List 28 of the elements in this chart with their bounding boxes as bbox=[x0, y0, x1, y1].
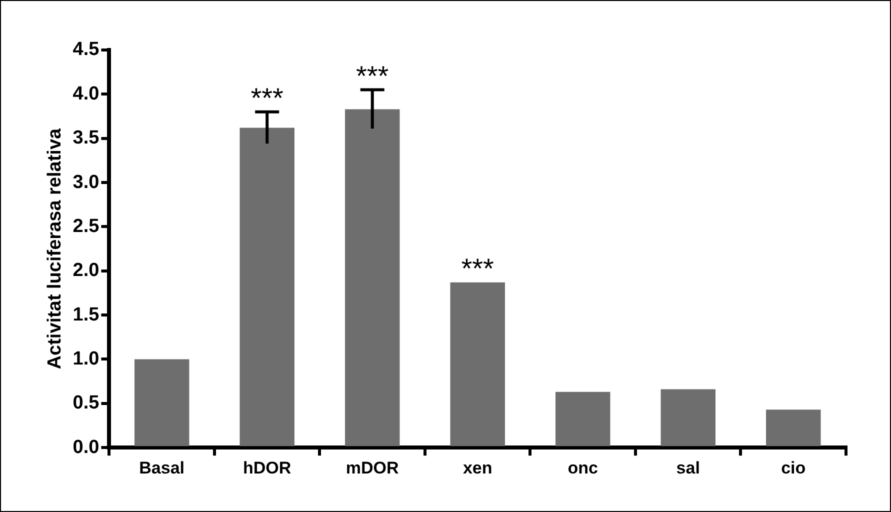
y-tick-label: 4.5 bbox=[72, 39, 100, 60]
y-tick-label: 4.0 bbox=[72, 83, 100, 104]
y-tick-label: 0.0 bbox=[72, 436, 100, 458]
bar bbox=[660, 389, 716, 446]
x-tick-label: onc bbox=[568, 458, 598, 478]
x-tick-label: hDOR bbox=[243, 458, 292, 478]
y-tick-label: 1.0 bbox=[72, 348, 100, 370]
bar bbox=[134, 359, 190, 446]
annotation: *** bbox=[250, 82, 284, 114]
bar bbox=[344, 109, 400, 446]
bar bbox=[240, 128, 294, 446]
y-axis-title: Activitat luciferasa relativa bbox=[44, 128, 66, 370]
y-tick-label: 3.5 bbox=[72, 128, 100, 149]
x-tick-label: cio bbox=[781, 458, 806, 478]
x-tick-label: sal bbox=[676, 458, 700, 478]
bar bbox=[555, 392, 610, 446]
y-tick-label: 1.5 bbox=[72, 304, 100, 326]
y-tick-label: 0.5 bbox=[72, 392, 100, 414]
annotation: *** bbox=[461, 253, 494, 284]
annotation: *** bbox=[356, 60, 389, 92]
bar bbox=[766, 410, 821, 446]
y-tick-label: 2.0 bbox=[72, 260, 100, 282]
bar bbox=[450, 282, 505, 446]
y-tick-label: 2.5 bbox=[72, 216, 100, 237]
x-tick-label: mDOR bbox=[346, 458, 399, 478]
x-tick-label: Basal bbox=[139, 458, 185, 478]
x-tick-label: xen bbox=[462, 458, 492, 478]
y-tick-label: 3.0 bbox=[72, 172, 100, 193]
